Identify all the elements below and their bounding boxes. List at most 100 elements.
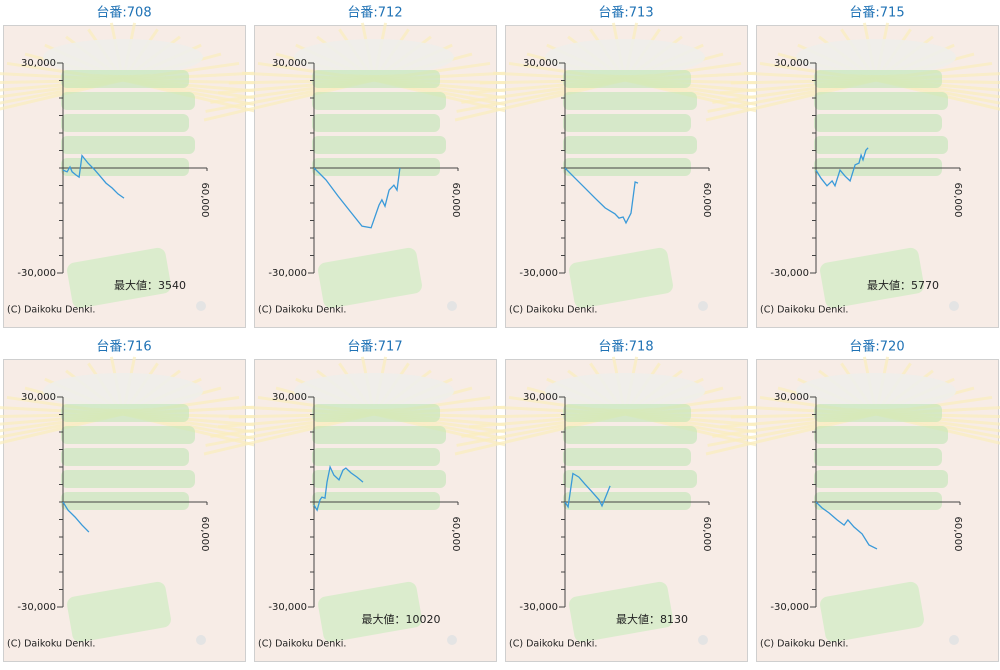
max-annotation: 最大値：8130 bbox=[616, 612, 688, 626]
data-line bbox=[62, 154, 125, 199]
decor-box bbox=[814, 426, 948, 444]
data-line bbox=[313, 464, 364, 512]
y-tick-label: 30,000 bbox=[21, 58, 56, 69]
decor-box bbox=[61, 114, 189, 132]
decor-logo bbox=[447, 635, 457, 645]
max-annotation: 最大値：3540 bbox=[114, 278, 186, 292]
decor-tray bbox=[820, 581, 924, 643]
y-tick-label: -30,000 bbox=[268, 602, 307, 613]
data-line bbox=[564, 472, 611, 509]
copyright: (C) Daikoku Denki. bbox=[760, 639, 848, 650]
decor-logo bbox=[196, 635, 206, 645]
copyright: (C) Daikoku Denki. bbox=[7, 639, 95, 650]
decor-box bbox=[814, 114, 942, 132]
y-tick-label: -30,000 bbox=[519, 268, 558, 279]
data-line bbox=[815, 501, 878, 550]
graph-panel: 台番:718 30,000 -30,000 60,000 最大値：8130 (C) Dai… bbox=[454, 340, 796, 662]
decor-box bbox=[563, 448, 691, 466]
y-tick-label: -30,000 bbox=[770, 602, 809, 613]
x-tick-label: 60,000 bbox=[199, 183, 210, 218]
decor-box bbox=[61, 492, 189, 510]
decor-box bbox=[312, 158, 440, 176]
decor-logo bbox=[447, 301, 457, 311]
decor-box bbox=[563, 492, 691, 510]
decor-box bbox=[814, 492, 942, 510]
decor-box bbox=[814, 136, 948, 154]
x-tick-label: 60,000 bbox=[701, 183, 712, 218]
decor-balls bbox=[43, 373, 203, 409]
data-line bbox=[815, 147, 869, 188]
decor-tray bbox=[67, 581, 171, 643]
decor-box bbox=[563, 426, 697, 444]
decor-box bbox=[61, 448, 189, 466]
panel-title: 台番:712 bbox=[347, 6, 402, 21]
panel-title: 台番:715 bbox=[849, 6, 904, 21]
graph-panel: 台番:713 30,000 -30,000 60,000 (C) Daikoku Den… bbox=[454, 6, 796, 328]
decor-box bbox=[563, 404, 691, 422]
decor-box bbox=[563, 158, 691, 176]
decor-box bbox=[312, 404, 440, 422]
decor-tray bbox=[67, 247, 171, 309]
x-tick-label: 60,000 bbox=[952, 517, 963, 552]
panel-title: 台番:720 bbox=[849, 340, 904, 355]
y-tick-label: 30,000 bbox=[523, 392, 558, 403]
x-tick-label: 60,000 bbox=[199, 517, 210, 552]
decor-balls bbox=[545, 373, 705, 409]
max-annotation: 最大値：5770 bbox=[867, 278, 939, 292]
decor-box bbox=[814, 70, 942, 88]
decor-box bbox=[814, 404, 942, 422]
panel-title: 台番:713 bbox=[598, 6, 653, 21]
decor-box bbox=[312, 426, 446, 444]
decor-box bbox=[563, 470, 697, 488]
copyright: (C) Daikoku Denki. bbox=[760, 305, 848, 316]
graph-panel: 台番:708 30,000 -30,000 60,000 最大値：3540 (C) Dai… bbox=[0, 6, 294, 328]
decor-logo bbox=[196, 301, 206, 311]
graph-panel: 台番:720 30,000 -30,000 60,000 (C) Daikoku Den… bbox=[705, 340, 1000, 662]
graph-panel: 台番:717 30,000 -30,000 60,000 最大値：10020 (C) Da… bbox=[203, 340, 545, 662]
decor-box bbox=[814, 448, 942, 466]
y-tick-label: -30,000 bbox=[519, 602, 558, 613]
decor-box bbox=[61, 136, 195, 154]
x-tick-label: 60,000 bbox=[450, 183, 461, 218]
decor-box bbox=[312, 492, 440, 510]
y-tick-label: -30,000 bbox=[268, 268, 307, 279]
max-annotation: 最大値：10020 bbox=[362, 612, 441, 626]
y-tick-label: 30,000 bbox=[523, 58, 558, 69]
decor-box bbox=[61, 404, 189, 422]
decor-box bbox=[814, 470, 948, 488]
y-tick-label: -30,000 bbox=[17, 602, 56, 613]
decor-balls bbox=[796, 373, 956, 409]
copyright: (C) Daikoku Denki. bbox=[509, 639, 597, 650]
copyright: (C) Daikoku Denki. bbox=[509, 305, 597, 316]
decor-balls bbox=[545, 39, 705, 75]
data-line bbox=[313, 167, 401, 229]
decor-box bbox=[61, 92, 195, 110]
panel-title: 台番:708 bbox=[96, 6, 151, 21]
decor-box bbox=[563, 114, 691, 132]
decor-logo bbox=[698, 635, 708, 645]
panel-title: 台番:718 bbox=[598, 340, 653, 355]
decor-box bbox=[312, 92, 446, 110]
decor-box bbox=[312, 470, 446, 488]
y-tick-label: 30,000 bbox=[21, 392, 56, 403]
decor-box bbox=[61, 70, 189, 88]
decor-box bbox=[312, 70, 440, 88]
copyright: (C) Daikoku Denki. bbox=[7, 305, 95, 316]
decor-tray bbox=[569, 581, 673, 643]
panel-title: 台番:716 bbox=[96, 340, 151, 355]
decor-tray bbox=[318, 581, 422, 643]
data-line bbox=[564, 167, 639, 225]
y-tick-label: 30,000 bbox=[774, 392, 809, 403]
decor-box bbox=[312, 114, 440, 132]
decor-balls bbox=[294, 39, 454, 75]
graph-panel: 台番:716 30,000 -30,000 60,000 (C) Daikoku Den… bbox=[0, 340, 294, 662]
decor-box bbox=[814, 92, 948, 110]
decor-box bbox=[563, 136, 697, 154]
y-tick-label: 30,000 bbox=[774, 58, 809, 69]
x-tick-label: 60,000 bbox=[450, 517, 461, 552]
copyright: (C) Daikoku Denki. bbox=[258, 305, 346, 316]
decor-logo bbox=[949, 301, 959, 311]
data-line bbox=[62, 501, 90, 533]
decor-tray bbox=[569, 247, 673, 309]
